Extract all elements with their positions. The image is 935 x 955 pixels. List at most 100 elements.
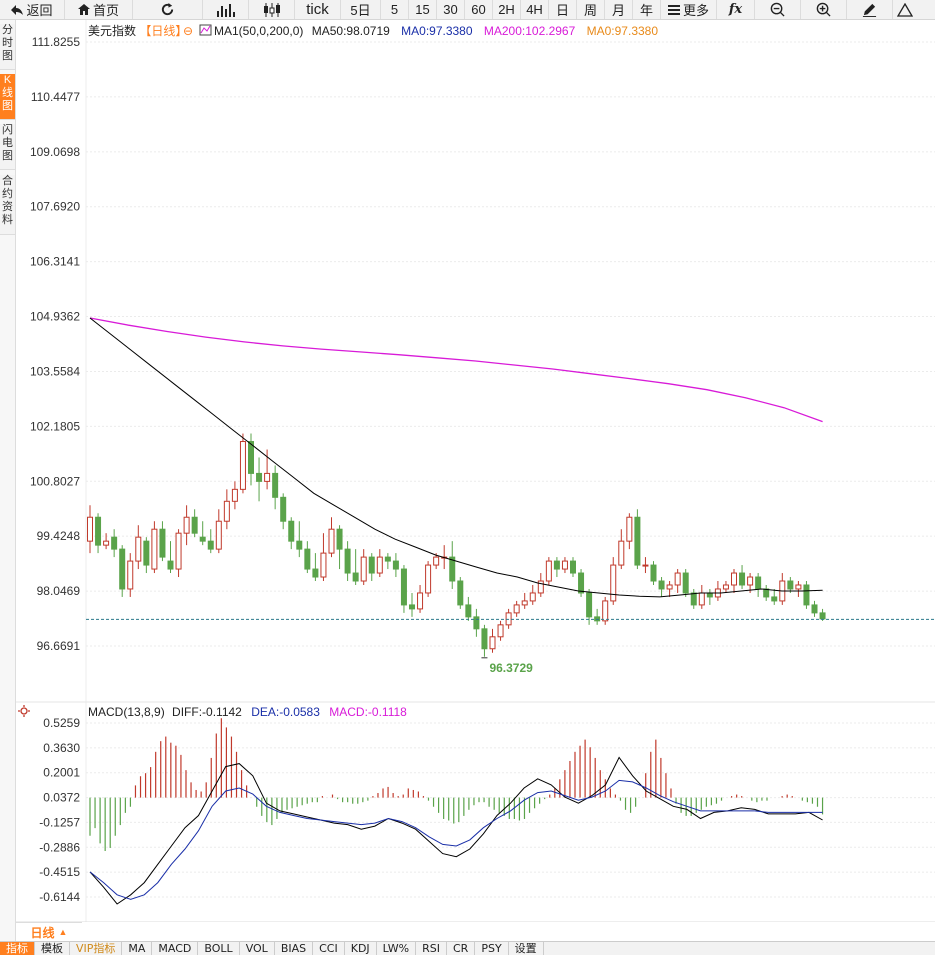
price-tick-label: 106.3141 <box>30 255 80 269</box>
period-4h[interactable]: 4H <box>521 0 549 19</box>
tab-time-sharing[interactable]: 分时图 <box>0 24 15 70</box>
period-year[interactable]: 年 <box>633 0 661 19</box>
period-week[interactable]: 周 <box>577 0 605 19</box>
indicator-tab[interactable]: CR <box>447 942 476 955</box>
triangle-up-icon: ▲ <box>58 927 68 937</box>
candle <box>771 588 778 605</box>
indicator-tab[interactable]: LW% <box>377 942 417 955</box>
macd-tick-label: -0.6144 <box>39 890 80 904</box>
refresh-button[interactable] <box>133 0 203 19</box>
symbol-name: 美元指数 <box>88 23 136 38</box>
indicator-tab[interactable]: KDJ <box>345 942 377 955</box>
zoom-in-button[interactable] <box>801 0 847 19</box>
candle <box>304 541 311 574</box>
candle <box>207 529 214 554</box>
period-selector[interactable]: 日线 ▲ <box>16 922 82 941</box>
indicator-icon[interactable] <box>199 24 212 36</box>
indicator-tab[interactable]: RSI <box>416 942 447 955</box>
macd-dea-value: DEA:-0.0583 <box>251 705 320 719</box>
zoom-out-button[interactable] <box>755 0 801 19</box>
tab-contract-info[interactable]: 合约资料 <box>0 175 15 235</box>
candle <box>175 529 182 578</box>
candle-body <box>698 592 705 606</box>
indicator-tab[interactable]: BOLL <box>198 942 240 955</box>
candle-body <box>819 612 826 620</box>
ma50-line <box>89 317 823 598</box>
candle-chart-button[interactable] <box>203 0 249 19</box>
drawing-tools-button[interactable] <box>893 0 916 19</box>
candle-body <box>578 572 585 594</box>
candle-body <box>119 548 126 590</box>
candle-body <box>288 520 295 542</box>
period-15min-label: 15 <box>415 2 430 17</box>
period-day[interactable]: 日 <box>549 0 577 19</box>
candle-body <box>231 488 238 502</box>
period-month[interactable]: 月 <box>605 0 633 19</box>
main-legend: 美元指数 【日线】 <box>88 23 187 38</box>
macd-diff-line <box>89 756 823 905</box>
macd-tick-label: -0.1257 <box>39 815 80 829</box>
macd-settings-icon[interactable] <box>18 705 30 717</box>
indicator-tab[interactable]: 模板 <box>35 942 70 955</box>
period-day-label: 日 <box>555 3 569 18</box>
kline-chart[interactable]: 111.8255 110.4477 109.0698 107.6920 106.3141… <box>0 20 935 922</box>
candle <box>602 596 609 625</box>
candle-body <box>561 560 568 570</box>
candle <box>272 465 279 510</box>
candle-body <box>795 584 802 590</box>
candle-body <box>320 552 327 578</box>
indicator-tab[interactable]: MACD <box>152 942 199 955</box>
indicator-tab[interactable]: CCI <box>313 942 345 955</box>
candle <box>384 553 391 570</box>
indicator-tab[interactable]: VIP指标 <box>70 942 123 955</box>
candle-body <box>159 528 166 558</box>
indicator-tab[interactable]: VOL <box>240 942 275 955</box>
legend-settings-icon[interactable]: ⊖ <box>183 24 193 38</box>
period-15min[interactable]: 15 <box>409 0 437 19</box>
indicator-tab[interactable]: BIAS <box>275 942 314 955</box>
indicator-tab[interactable]: 指标 <box>0 942 35 955</box>
more-label: 更多 <box>682 3 709 18</box>
ma200-value: MA200:102.2967 <box>484 24 576 38</box>
candle <box>553 557 560 578</box>
back-label: 返回 <box>26 3 53 18</box>
kline-style-button[interactable] <box>249 0 295 19</box>
draw-button[interactable] <box>847 0 893 19</box>
back-button[interactable]: 返回 <box>0 0 65 19</box>
candle <box>626 513 633 550</box>
period-4h-label: 4H <box>526 2 543 17</box>
indicator-tab[interactable]: 设置 <box>509 942 544 955</box>
period-30min-label: 30 <box>443 2 458 17</box>
period-tick-label: tick <box>306 1 329 18</box>
period-30min[interactable]: 30 <box>437 0 465 19</box>
period-5day[interactable]: 5日 <box>341 0 381 19</box>
price-tick-label: 98.0469 <box>37 584 81 598</box>
period-60min[interactable]: 60 <box>465 0 493 19</box>
period-2h[interactable]: 2H <box>493 0 521 19</box>
candle <box>111 529 118 558</box>
menu-icon <box>667 4 680 15</box>
triangle-icon <box>896 2 913 17</box>
candle-body <box>658 580 665 590</box>
candle-body <box>143 540 150 566</box>
price-tick-label: 99.4248 <box>37 529 81 543</box>
candle <box>256 457 263 502</box>
period-month-label: 月 <box>611 3 625 18</box>
indicator-tab[interactable]: MA <box>122 942 153 955</box>
candle-body <box>610 564 617 602</box>
candle-body <box>537 580 544 594</box>
tab-flash-chart[interactable]: 闪电图 <box>0 124 15 170</box>
candle <box>803 581 810 609</box>
period-5min[interactable]: 5 <box>381 0 409 19</box>
side-tab-char: 闪 <box>2 124 13 136</box>
candle <box>159 521 166 562</box>
candle <box>779 573 786 605</box>
more-button[interactable]: 更多 <box>661 0 717 19</box>
period-tick[interactable]: tick <box>295 0 341 19</box>
indicator-tab[interactable]: PSY <box>475 942 509 955</box>
formula-button[interactable]: fx <box>717 0 755 19</box>
candle-body <box>553 560 560 570</box>
macd-tick-label: 0.5259 <box>43 716 80 730</box>
home-button[interactable]: 首页 <box>65 0 133 19</box>
